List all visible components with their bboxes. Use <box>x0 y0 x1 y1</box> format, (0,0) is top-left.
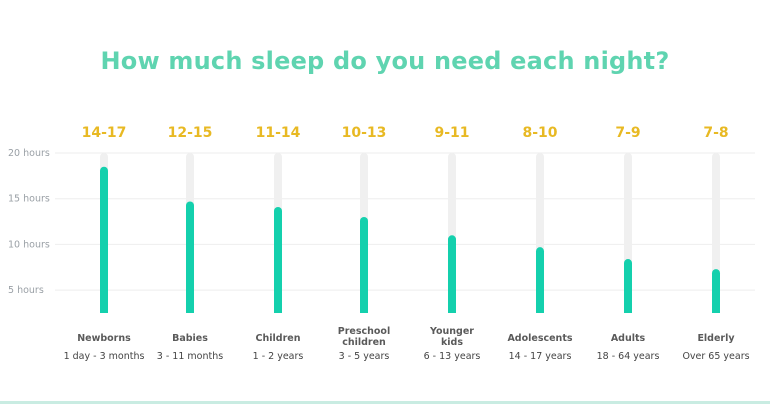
bar-base <box>274 309 282 313</box>
category-label: Adolescents <box>507 333 572 344</box>
chart-title: How much sleep do you need each night? <box>100 47 670 75</box>
bar <box>186 201 194 313</box>
category-label: children <box>342 337 386 348</box>
bar-base <box>712 309 720 313</box>
bar <box>100 166 108 313</box>
range-label: 10-13 <box>342 125 387 141</box>
category-label: Elderly <box>697 333 735 344</box>
bar-base <box>360 309 368 313</box>
bar <box>536 247 544 313</box>
age-range-label: 1 - 2 years <box>253 351 304 362</box>
category-label: Babies <box>172 333 208 344</box>
y-tick-label: 20 hours <box>8 148 50 159</box>
category-label: Preschool <box>338 326 390 337</box>
bottom-divider <box>0 401 770 404</box>
range-label: 8-10 <box>522 125 557 141</box>
bar-base <box>448 309 456 313</box>
age-range-label: 14 - 17 years <box>509 351 572 362</box>
age-range-label: 18 - 64 years <box>597 351 660 362</box>
age-range-label: 3 - 5 years <box>339 351 390 362</box>
age-range-label: 1 day - 3 months <box>64 351 145 362</box>
bar <box>448 235 456 313</box>
bar <box>274 206 282 313</box>
age-range-label: Over 65 years <box>682 351 749 362</box>
age-range-label: 3 - 11 months <box>157 351 223 362</box>
bar-base <box>536 309 544 313</box>
range-label: 7-8 <box>703 125 728 141</box>
category-label: Children <box>256 333 301 344</box>
bar-base <box>186 309 194 313</box>
category-label: Newborns <box>77 333 131 344</box>
bar <box>360 217 368 313</box>
category-label: Younger <box>429 326 474 337</box>
range-label: 12-15 <box>168 125 213 141</box>
age-range-label: 6 - 13 years <box>424 351 481 362</box>
bar-base <box>624 309 632 313</box>
range-label: 9-11 <box>434 125 469 141</box>
y-tick-label: 10 hours <box>8 239 50 250</box>
y-tick-label: 15 hours <box>8 194 50 205</box>
bar-base <box>100 309 108 313</box>
category-label: kids <box>441 337 463 348</box>
bar <box>712 269 720 313</box>
range-label: 7-9 <box>615 125 640 141</box>
bar <box>624 259 632 313</box>
y-tick-label: 5 hours <box>8 285 44 296</box>
category-label: Adults <box>611 333 646 344</box>
range-label: 11-14 <box>256 125 301 141</box>
range-label: 14-17 <box>82 125 127 141</box>
